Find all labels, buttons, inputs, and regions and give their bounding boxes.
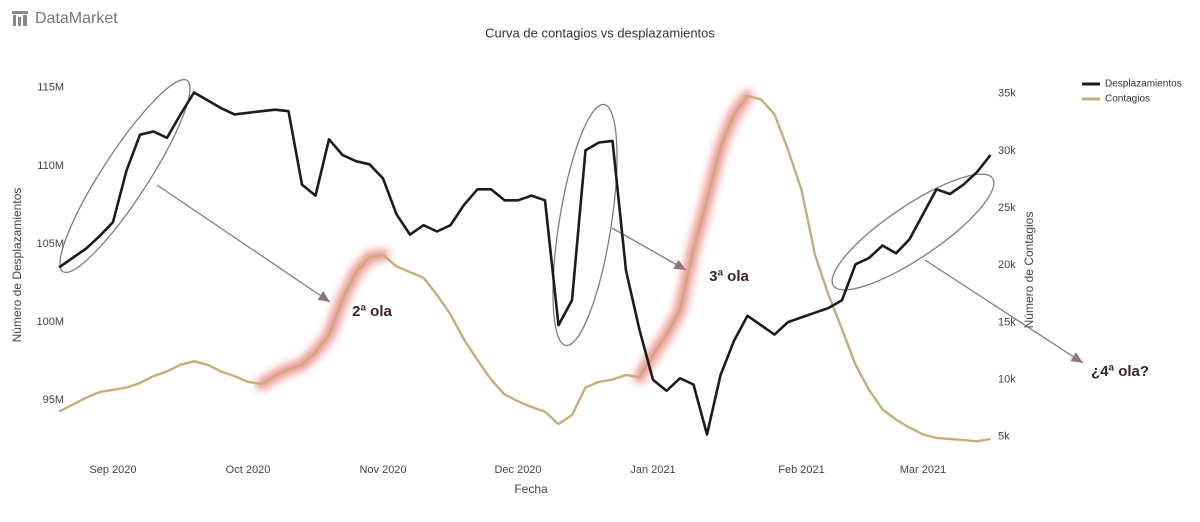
x-tick-label: Feb 2021	[778, 464, 824, 476]
annotation: ¿4ª ola?	[1091, 363, 1149, 380]
x-tick-label: Nov 2020	[359, 464, 406, 476]
y2-axis-title: Número de Contagios	[1022, 212, 1036, 329]
x-tick-label: Dec 2020	[494, 464, 541, 476]
y2-tick-label: 10k	[998, 373, 1016, 385]
y2-tick-label: 20k	[998, 259, 1016, 271]
series-line	[58, 94, 991, 443]
chart-title: Curva de contagios vs desplazamientos	[485, 25, 715, 40]
y-tick-label: 115M	[37, 82, 64, 94]
callout-arrow	[611, 227, 687, 271]
brand-logo	[12, 11, 28, 26]
callout-ellipse	[552, 103, 618, 347]
series-line	[58, 91, 992, 436]
y-tick-label: 100M	[36, 316, 64, 328]
y2-tick-label: 5k	[998, 431, 1010, 443]
y-axis-title: Número de Desplazamientos	[10, 188, 24, 343]
y2-tick-label: 30k	[998, 145, 1016, 157]
callout-ellipse	[831, 173, 995, 291]
x-axis-title: Fecha	[514, 482, 548, 496]
wave-highlight	[633, 90, 754, 384]
x-tick-label: Mar 2021	[900, 464, 946, 476]
x-tick-label: Oct 2020	[226, 464, 271, 476]
y2-tick-label: 25k	[998, 202, 1016, 214]
y2-tick-label: 35k	[998, 88, 1016, 100]
legend-label: Desplazamientos	[1105, 79, 1182, 90]
callout-arrow	[924, 259, 1084, 364]
x-tick-label: Sep 2020	[89, 464, 136, 476]
y-tick-label: 105M	[36, 238, 64, 250]
y-tick-label: 110M	[37, 160, 64, 172]
y2-tick-label: 15k	[998, 316, 1016, 328]
y-tick-label: 95M	[43, 394, 64, 406]
brand-name: DataMarket	[35, 10, 118, 27]
callouts	[59, 78, 1084, 364]
callout-arrow	[156, 184, 331, 303]
x-tick-label: Jan 2021	[630, 464, 675, 476]
legend-label: Contagios	[1105, 94, 1150, 105]
callout-ellipse	[59, 78, 191, 274]
annotation: 3ª ola	[709, 268, 749, 285]
annotation: 2ª ola	[352, 303, 392, 320]
